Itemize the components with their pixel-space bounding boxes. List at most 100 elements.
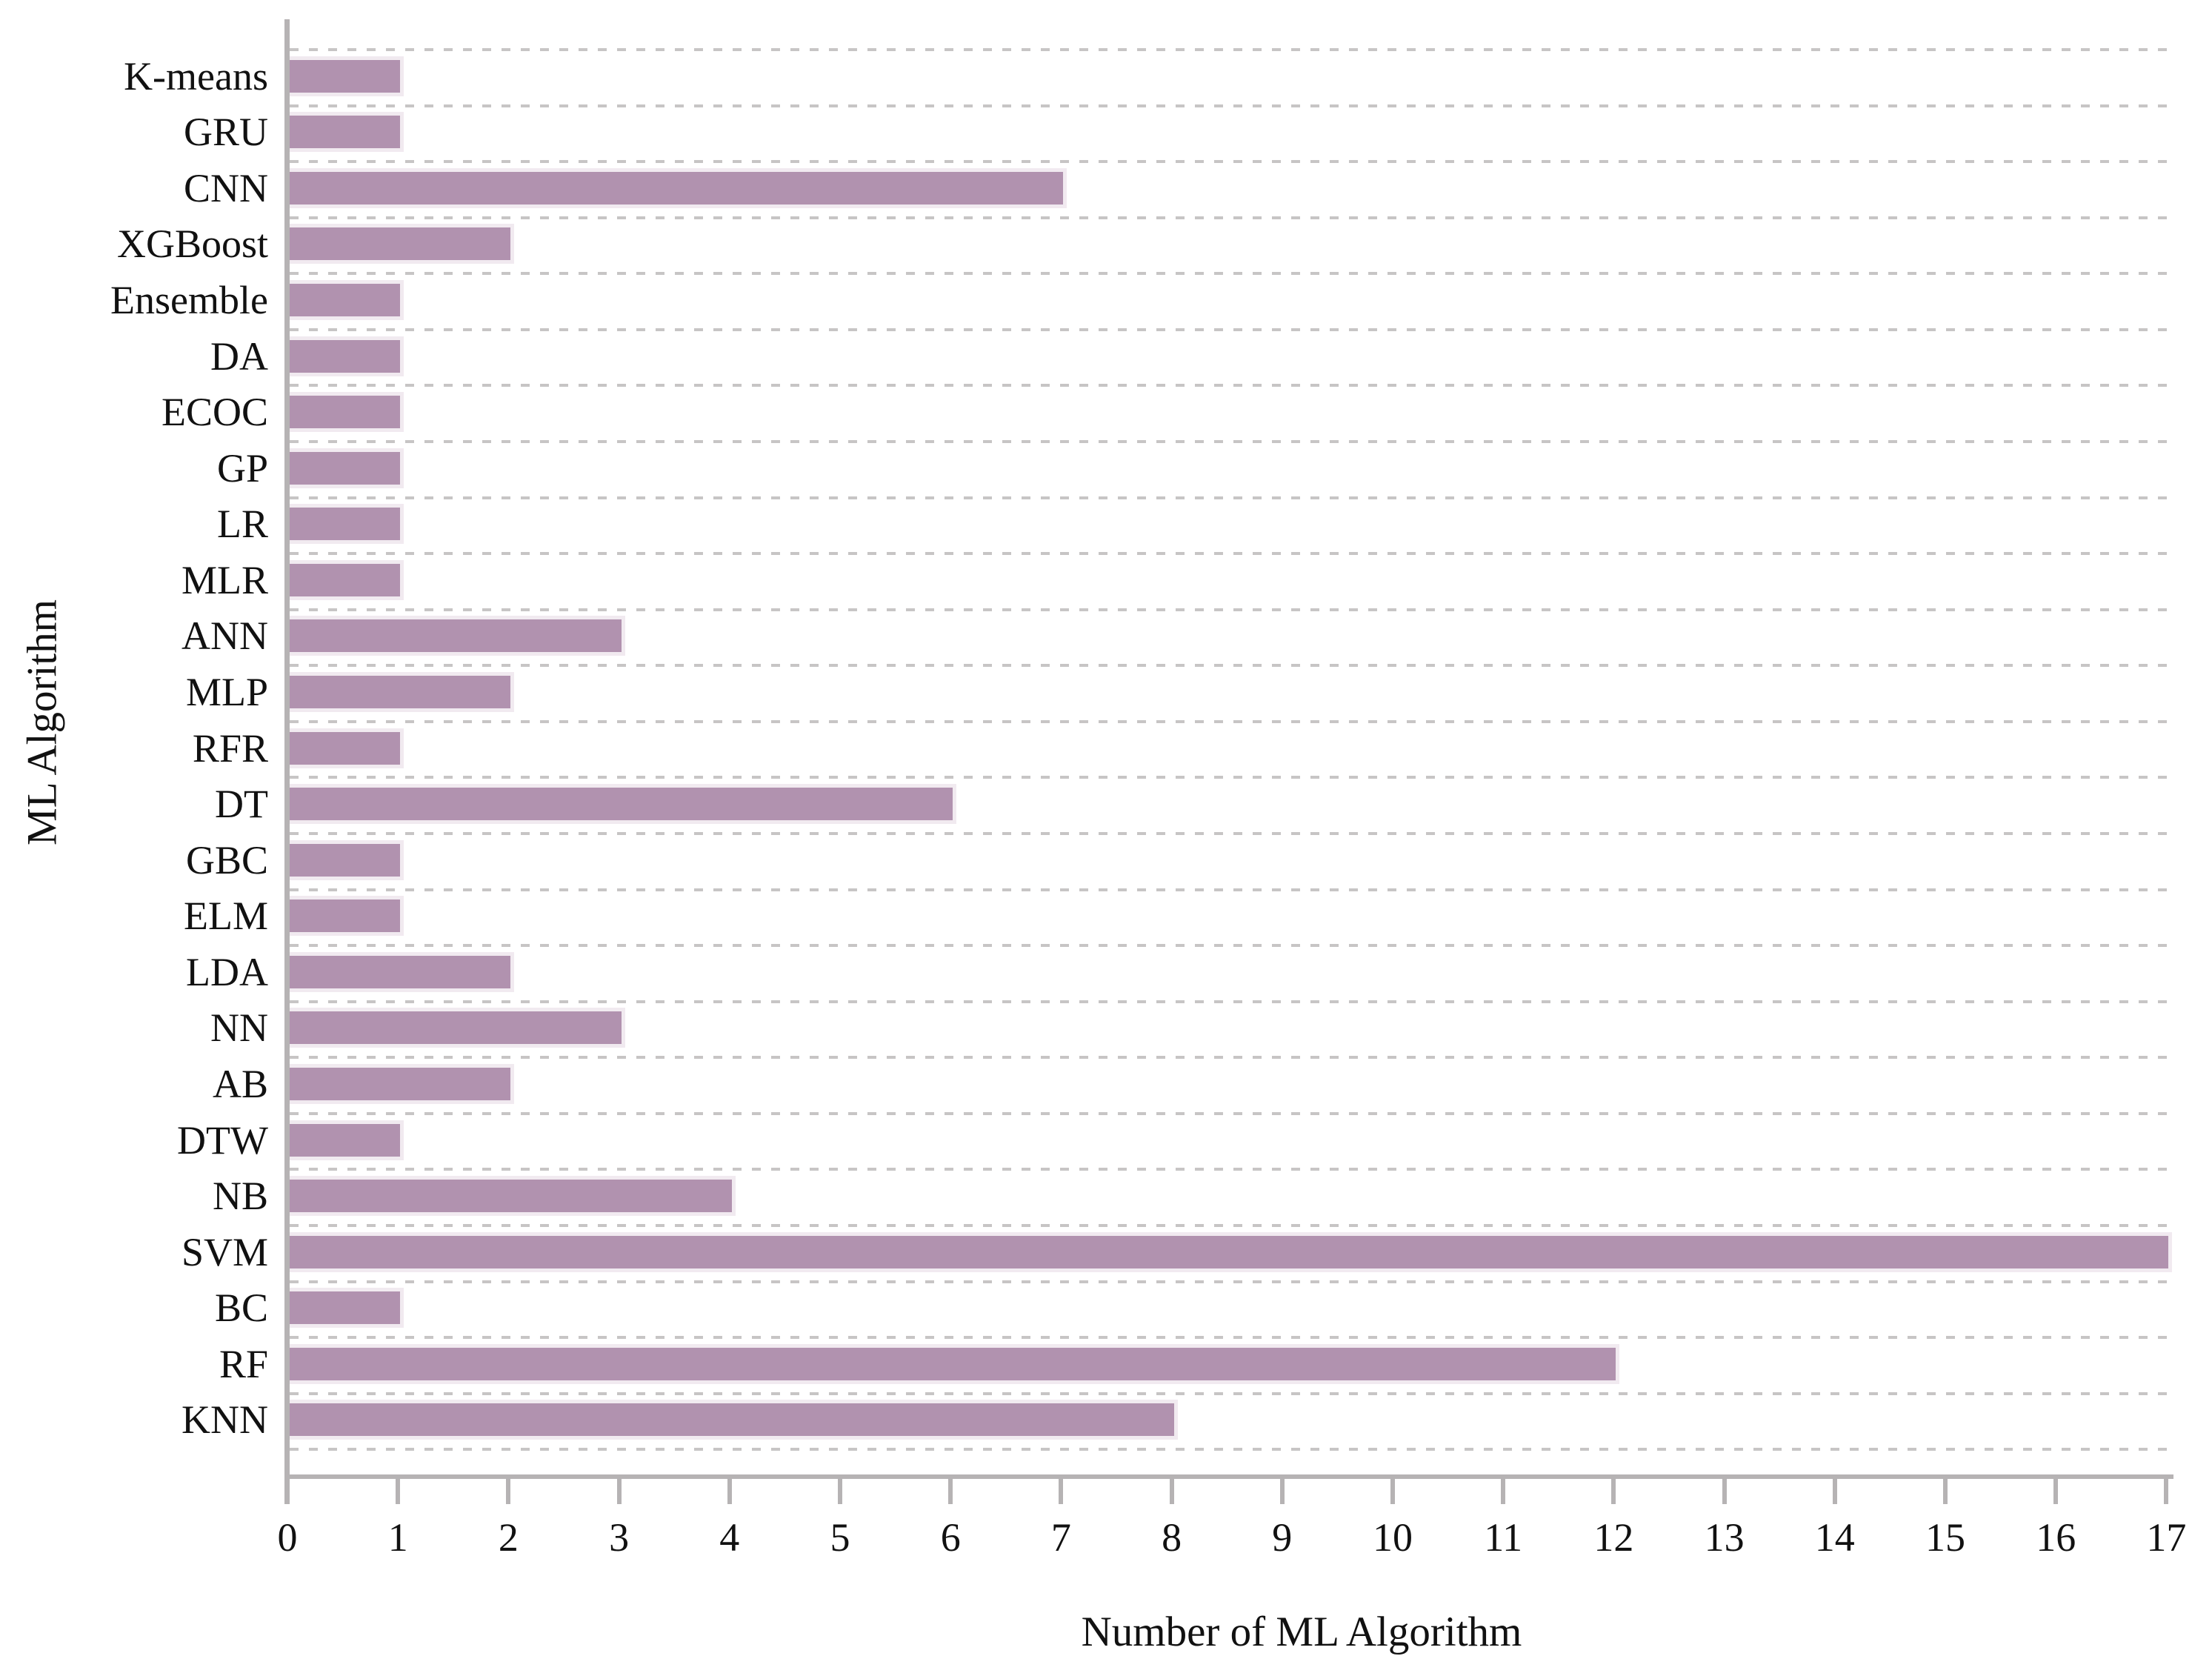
x-tick-10 <box>1390 1479 1395 1504</box>
x-axis-line <box>284 1474 2173 1479</box>
bar-NB <box>290 1176 736 1217</box>
x-tick-label-12: 12 <box>1593 1515 1634 1560</box>
gridline <box>290 216 2171 219</box>
bar-DT <box>290 784 957 825</box>
gridline <box>290 496 2171 499</box>
gridline <box>290 384 2171 388</box>
bar-BC <box>290 1288 404 1329</box>
x-tick-label-7: 7 <box>1050 1515 1071 1560</box>
x-tick-3 <box>616 1479 622 1504</box>
x-tick-12 <box>1611 1479 1616 1504</box>
bar-ECOC <box>290 392 404 433</box>
x-tick-label-10: 10 <box>1373 1515 1413 1560</box>
bar-NN <box>290 1008 625 1048</box>
gridline <box>290 776 2171 779</box>
category-label-CNN: CNN <box>183 165 268 210</box>
x-tick-label-3: 3 <box>609 1515 630 1560</box>
gridline <box>290 439 2171 443</box>
x-tick-5 <box>838 1479 842 1504</box>
gridline <box>290 104 2171 107</box>
x-tick-label-13: 13 <box>1704 1515 1745 1560</box>
bar-CNN <box>290 167 1067 208</box>
x-axis-title: Number of ML Algorithm <box>1081 1609 1522 1655</box>
gridline <box>290 1223 2171 1227</box>
gridline <box>290 1280 2171 1283</box>
x-tick-label-16: 16 <box>2036 1515 2076 1560</box>
x-tick-label-1: 1 <box>387 1515 408 1560</box>
x-tick-2 <box>506 1479 511 1504</box>
bar-GP <box>290 448 404 488</box>
bar-MLR <box>290 559 404 600</box>
bar-LR <box>290 504 404 545</box>
bar-ELM <box>290 896 404 937</box>
bar-RFR <box>290 728 404 768</box>
category-label-LR: LR <box>216 502 268 547</box>
category-label-MLR: MLR <box>181 557 268 602</box>
gridline <box>290 831 2171 835</box>
x-tick-label-9: 9 <box>1272 1515 1293 1560</box>
category-label-ECOC: ECOC <box>161 390 268 435</box>
x-tick-0 <box>285 1479 290 1504</box>
x-tick-16 <box>2053 1479 2059 1504</box>
x-tick-1 <box>396 1479 401 1504</box>
category-label-AB: AB <box>212 1062 268 1107</box>
bar-Ensemble <box>290 280 404 321</box>
category-label-KNN: KNN <box>181 1397 268 1443</box>
gridline <box>290 552 2171 556</box>
x-tick-label-6: 6 <box>940 1515 961 1560</box>
gridline <box>290 664 2171 668</box>
category-label-DA: DA <box>210 333 268 379</box>
x-tick-6 <box>948 1479 953 1504</box>
bar-SVM <box>290 1231 2173 1272</box>
gridline <box>290 1391 2171 1395</box>
category-label-GRU: GRU <box>183 110 268 155</box>
x-tick-7 <box>1059 1479 1064 1504</box>
bar-MLP <box>290 672 515 713</box>
bar-KNN <box>290 1400 1178 1440</box>
category-label-XGBoost: XGBoost <box>116 222 268 267</box>
x-tick-11 <box>1501 1479 1506 1504</box>
gridline <box>290 1448 2171 1451</box>
category-label-RF: RF <box>219 1341 268 1386</box>
bar-XGBoost <box>290 224 515 265</box>
bar-DA <box>290 336 404 376</box>
x-tick-label-15: 15 <box>1925 1515 1965 1560</box>
category-label-MLP: MLP <box>185 670 268 715</box>
gridline <box>290 944 2171 948</box>
category-label-GP: GP <box>216 445 268 491</box>
x-tick-label-2: 2 <box>498 1515 519 1560</box>
bar-K-means <box>290 56 404 96</box>
category-label-SVM: SVM <box>181 1229 268 1274</box>
x-tick-label-4: 4 <box>719 1515 740 1560</box>
gridline <box>290 48 2171 51</box>
gridline <box>290 719 2171 723</box>
category-label-ELM: ELM <box>184 894 268 939</box>
gridline <box>290 160 2171 164</box>
x-tick-label-17: 17 <box>2146 1515 2187 1560</box>
x-tick-17 <box>2164 1479 2169 1504</box>
gridline <box>290 1056 2171 1060</box>
category-label-RFR: RFR <box>192 725 268 771</box>
bar-RF <box>290 1343 1620 1384</box>
x-tick-14 <box>1832 1479 1837 1504</box>
x-tick-9 <box>1279 1479 1285 1504</box>
x-tick-label-0: 0 <box>277 1515 298 1560</box>
gridline <box>290 1336 2171 1340</box>
x-tick-4 <box>727 1479 732 1504</box>
category-label-GBC: GBC <box>185 837 268 882</box>
x-tick-label-8: 8 <box>1162 1515 1182 1560</box>
x-tick-15 <box>1943 1479 1948 1504</box>
category-label-DTW: DTW <box>177 1117 268 1163</box>
category-label-DT: DT <box>215 782 268 827</box>
x-tick-label-11: 11 <box>1484 1515 1523 1560</box>
x-tick-8 <box>1169 1479 1174 1504</box>
x-tick-13 <box>1722 1479 1727 1504</box>
gridline <box>290 1168 2171 1171</box>
bar-ANN <box>290 616 625 656</box>
bar-LDA <box>290 951 515 992</box>
category-label-Ensemble: Ensemble <box>110 278 268 323</box>
category-label-BC: BC <box>214 1286 268 1331</box>
bar-GRU <box>290 112 404 153</box>
category-label-NN: NN <box>210 1005 268 1051</box>
gridline <box>290 1000 2171 1003</box>
